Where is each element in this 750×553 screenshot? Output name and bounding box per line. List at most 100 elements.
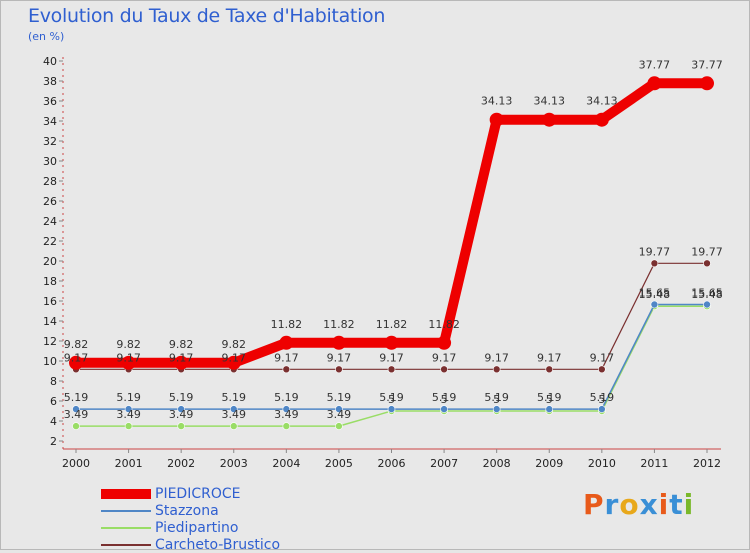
data-label: 5.19 bbox=[537, 391, 562, 404]
data-point bbox=[226, 355, 241, 370]
data-label: 19.77 bbox=[691, 245, 723, 258]
legend-label: PIEDICROCE bbox=[155, 486, 241, 502]
data-label: 5 bbox=[598, 393, 605, 406]
data-point bbox=[650, 259, 659, 268]
data-label: 3.49 bbox=[274, 408, 299, 421]
data-point bbox=[177, 405, 185, 413]
y-tick-label: 38 bbox=[43, 75, 57, 88]
y-tick-label: 2 bbox=[50, 435, 57, 448]
chart-unit: (en %) bbox=[28, 30, 65, 43]
x-tick-label: 2000 bbox=[62, 457, 90, 470]
y-tick-label: 16 bbox=[43, 295, 57, 308]
data-point bbox=[174, 355, 189, 370]
data-point bbox=[545, 365, 554, 374]
data-point bbox=[72, 405, 80, 413]
data-label: 9.17 bbox=[432, 351, 457, 364]
data-point bbox=[647, 76, 662, 91]
y-tick-label: 18 bbox=[43, 275, 57, 288]
data-label: 11.82 bbox=[376, 318, 408, 331]
data-label: 15.48 bbox=[639, 288, 671, 301]
data-label: 5.19 bbox=[274, 391, 299, 404]
data-point bbox=[282, 422, 291, 430]
data-point bbox=[331, 335, 346, 350]
data-label: 11.82 bbox=[271, 318, 303, 331]
x-tick-label: 2011 bbox=[640, 457, 668, 470]
data-point bbox=[121, 355, 136, 370]
y-tick-label: 40 bbox=[43, 55, 57, 68]
x-tick-label: 2005 bbox=[325, 457, 353, 470]
x-tick-label: 2012 bbox=[693, 457, 721, 470]
data-label: 3.49 bbox=[116, 408, 141, 421]
legend-swatch bbox=[101, 510, 151, 512]
legend-label: Stazzona bbox=[155, 503, 219, 519]
data-label: 5.19 bbox=[169, 391, 194, 404]
data-label: 5.19 bbox=[432, 391, 457, 404]
x-tick-label: 2006 bbox=[378, 457, 406, 470]
data-point bbox=[124, 422, 133, 430]
data-label: 11.82 bbox=[428, 318, 460, 331]
data-point bbox=[437, 335, 452, 350]
y-tick-label: 12 bbox=[43, 335, 57, 348]
y-tick-label: 10 bbox=[43, 355, 57, 368]
logo-letter: i bbox=[683, 488, 695, 521]
data-point bbox=[700, 76, 714, 91]
y-tick-label: 36 bbox=[43, 95, 57, 108]
data-label: 5 bbox=[493, 393, 500, 406]
data-point bbox=[177, 422, 185, 430]
data-label: 15.65 bbox=[639, 287, 671, 300]
data-label: 9.82 bbox=[222, 338, 247, 351]
y-tick-label: 28 bbox=[43, 175, 57, 188]
data-point bbox=[703, 300, 711, 309]
legend-item: Piedipartino bbox=[101, 520, 361, 536]
data-label: 3.49 bbox=[222, 408, 247, 421]
legend-item: PIEDICROCE bbox=[101, 486, 361, 502]
data-label: 9.17 bbox=[64, 351, 89, 364]
data-label: 5 bbox=[546, 393, 553, 406]
data-point bbox=[598, 405, 606, 413]
data-label: 15.48 bbox=[691, 288, 723, 301]
x-tick-label: 2004 bbox=[272, 457, 300, 470]
data-label: 5.19 bbox=[327, 391, 352, 404]
data-point bbox=[650, 300, 659, 309]
data-label: 34.13 bbox=[481, 95, 513, 108]
data-point bbox=[69, 355, 83, 370]
data-label: 9.17 bbox=[116, 351, 141, 364]
logo-letter: P bbox=[583, 488, 605, 521]
data-label: 9.17 bbox=[537, 351, 562, 364]
data-label: 11.82 bbox=[323, 318, 355, 331]
data-label: 3.49 bbox=[169, 408, 194, 421]
data-label: 19.77 bbox=[639, 245, 671, 258]
x-tick-label: 2010 bbox=[588, 457, 616, 470]
legend-label: Carcheto-Brustico bbox=[155, 537, 281, 553]
data-point bbox=[282, 365, 291, 374]
logo-letter: x bbox=[639, 488, 659, 521]
y-tick-label: 26 bbox=[43, 195, 57, 208]
x-tick-label: 2007 bbox=[430, 457, 458, 470]
x-tick-label: 2002 bbox=[167, 457, 195, 470]
data-point bbox=[598, 365, 606, 374]
y-tick-label: 4 bbox=[50, 415, 57, 428]
data-point bbox=[545, 405, 554, 413]
data-point bbox=[440, 405, 448, 413]
data-label: 5 bbox=[441, 393, 448, 406]
data-label: 9.17 bbox=[274, 351, 299, 364]
data-point bbox=[229, 405, 238, 413]
data-point bbox=[279, 335, 294, 350]
data-label: 5.19 bbox=[379, 391, 404, 404]
y-tick-label: 32 bbox=[43, 135, 57, 148]
data-point bbox=[492, 365, 501, 374]
logo-letter: o bbox=[619, 488, 640, 521]
data-label: 3.49 bbox=[64, 408, 89, 421]
y-tick-label: 6 bbox=[50, 395, 57, 408]
data-label: 5.19 bbox=[64, 391, 89, 404]
data-point bbox=[387, 365, 396, 374]
data-label: 3.49 bbox=[327, 408, 352, 421]
data-point bbox=[335, 422, 343, 430]
y-tick-label: 20 bbox=[43, 255, 57, 268]
logo-letter: t bbox=[669, 488, 684, 521]
data-point bbox=[703, 259, 711, 268]
data-point bbox=[492, 405, 501, 413]
data-label: 9.82 bbox=[116, 338, 141, 351]
